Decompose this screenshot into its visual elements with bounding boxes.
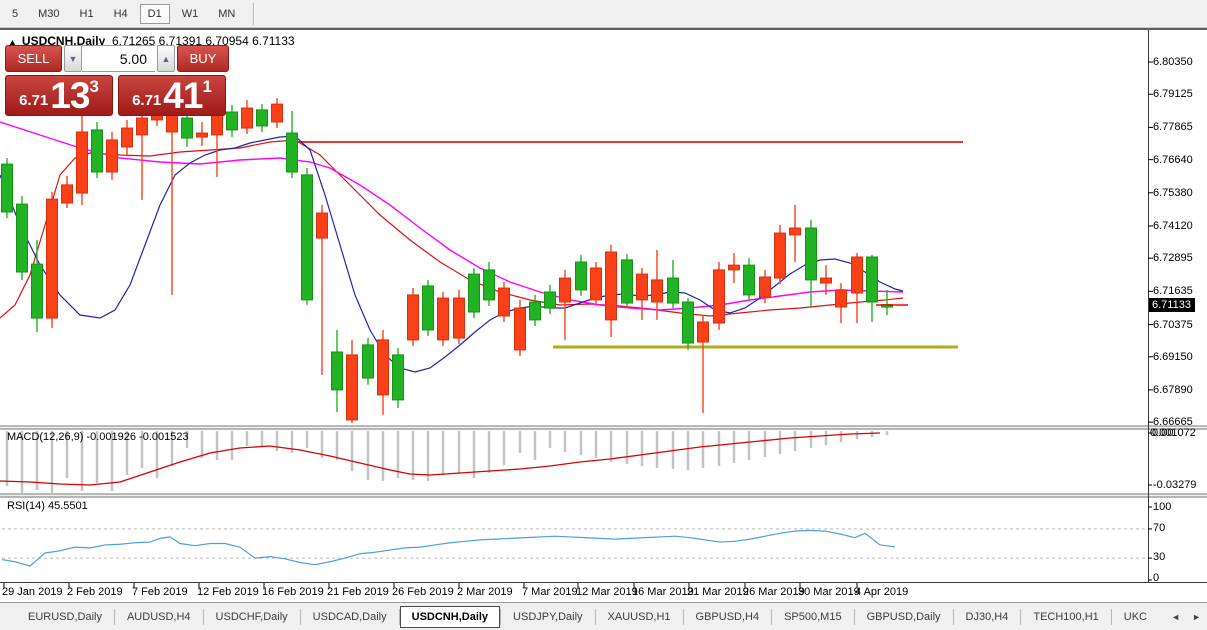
tab-separator	[299, 609, 301, 625]
price-tick-label: 6.75380	[1153, 186, 1193, 199]
macd-indicator-label: MACD(12,26,9) -0.001926 -0.001523	[7, 431, 189, 443]
date-tick-label: 26 Feb 2019	[392, 586, 454, 598]
sell-price-button[interactable]: 6.71 13 3	[5, 75, 113, 116]
chart-tab-dj30[interactable]: DJ30,H4	[965, 611, 1009, 623]
tabs-scroll-right-icon[interactable]: ►	[1192, 612, 1201, 622]
date-tick-label: 12 Mar 2019	[576, 586, 638, 598]
timeframe-button-d1[interactable]: D1	[139, 3, 170, 24]
price-tick-label: 6.77865	[1153, 121, 1193, 134]
timeframe-button-h1[interactable]: H1	[79, 7, 94, 20]
tab-separator	[398, 609, 400, 625]
timeframe-button-5[interactable]: 5	[12, 7, 19, 20]
one-click-trading-panel: SELL ▼ ▲ BUY 6.71 13 3 6.71 41 1	[5, 45, 229, 116]
rsi-level-100: 100	[1153, 501, 1172, 513]
tab-separator	[594, 609, 596, 625]
chart-tab-ukc[interactable]: UKC	[1123, 611, 1147, 623]
rsi-level-30: 30	[1153, 551, 1166, 563]
candlestick-series	[1, 98, 893, 424]
tab-separator	[853, 609, 855, 625]
date-tick-label: 7 Mar 2019	[522, 586, 578, 598]
date-tick-label: 2 Mar 2019	[457, 586, 513, 598]
macd-axis-min: -0.03279	[1153, 479, 1197, 491]
date-tick-label: 16 Mar 2019	[632, 586, 694, 598]
tab-scroll-controls: ◄ ►	[1165, 609, 1207, 625]
rsi-level-70: 70	[1153, 522, 1166, 534]
rsi-indicator-label: RSI(14) 45.5501	[7, 500, 88, 512]
chart-tab-bar: EURUSD,Daily AUDUSD,H4 USDCHF,Daily USDCAD,…	[0, 602, 1207, 630]
price-tick-label: 6.67890	[1153, 383, 1193, 396]
date-tick-label: 26 Mar 2019	[743, 586, 805, 598]
chart-canvas[interactable]	[0, 30, 1207, 602]
date-tick-label: 16 Feb 2019	[262, 586, 324, 598]
buy-price-button[interactable]: 6.71 41 1	[118, 75, 226, 116]
chart-tab-usdchf[interactable]: USDCHF,Daily	[215, 611, 288, 623]
tab-separator	[1110, 609, 1112, 625]
symbol-name: USDCNH,Daily	[21, 34, 106, 48]
tabs-scroll-left-icon[interactable]: ◄	[1171, 612, 1181, 622]
volume-increase-button[interactable]: ▲	[157, 45, 175, 72]
volume-input[interactable]	[82, 45, 155, 72]
collapse-triangle-icon[interactable]: ▲	[8, 37, 17, 47]
sell-button[interactable]: SELL	[5, 45, 62, 72]
date-tick-label: 2 Feb 2019	[67, 586, 123, 598]
sell-price-big: 13	[50, 74, 90, 116]
price-tick-label: 6.71635	[1153, 285, 1193, 298]
chart-window	[0, 28, 1207, 602]
price-tick-label: 6.69150	[1153, 350, 1193, 363]
buy-price-small: 6.71	[132, 92, 162, 109]
chart-tab-tech100[interactable]: TECH100,H1	[1033, 611, 1099, 623]
timeframe-button-h4[interactable]: H4	[113, 7, 128, 20]
date-tick-label: 12 Feb 2019	[197, 586, 259, 598]
ohlc-values: 6.71265 6.71391 6.70954 6.71133	[111, 34, 295, 48]
chart-tab-usdcad[interactable]: USDCAD,Daily	[312, 611, 387, 623]
toolbar-separator	[253, 2, 256, 25]
macd-axis-max: 0.001072	[1150, 427, 1196, 439]
price-tick-label: 6.80350	[1153, 56, 1193, 68]
current-price-tag: 6.71133	[1149, 297, 1195, 312]
tab-separator	[771, 609, 773, 625]
timeframe-button-w1[interactable]: W1	[181, 7, 199, 20]
date-tick-label: 30 Mar 2019	[798, 586, 860, 598]
price-tick-label: 6.79125	[1153, 88, 1193, 101]
date-tick-label: 21 Feb 2019	[327, 586, 389, 598]
tab-separator	[1020, 609, 1022, 625]
sell-price-small: 6.71	[19, 92, 49, 109]
chart-tab-gbpusd[interactable]: GBPUSD,Daily	[866, 611, 941, 623]
date-tick-label: 4 Apr 2019	[855, 586, 909, 598]
price-tick-label: 6.66665	[1153, 416, 1193, 429]
volume-decrease-button[interactable]: ▼	[64, 45, 82, 72]
chart-tab-audusd[interactable]: AUDUSD,H4	[126, 611, 191, 623]
date-tick-label: 21 Mar 2019	[687, 586, 749, 598]
buy-price-big: 41	[163, 74, 203, 116]
tab-separator	[500, 609, 502, 625]
timeframe-toolbar: 5 M30 H1 H4 D1 W1 MN	[0, 0, 1207, 28]
buy-price-sup: 1	[202, 77, 212, 96]
tab-separator	[113, 609, 115, 625]
timeframe-button-mn[interactable]: MN	[218, 7, 236, 20]
sell-price-sup: 3	[89, 77, 99, 96]
chart-tab-usdjpy[interactable]: USDJPY,Daily	[513, 611, 583, 623]
price-tick-label: 6.74120	[1153, 219, 1193, 232]
timeframe-button-m30[interactable]: M30	[38, 7, 60, 20]
chart-tab-gbpusd[interactable]: GBPUSD,H4	[695, 611, 760, 623]
buy-button[interactable]: BUY	[177, 45, 229, 72]
rsi-level-0: 0	[1153, 572, 1160, 584]
macd-axis-zero: 0.00	[1152, 427, 1174, 439]
chart-tab-usdcnh[interactable]: USDCNH,Daily	[399, 606, 501, 628]
price-tick-label: 6.72895	[1153, 252, 1193, 265]
date-tick-label: 29 Jan 2019	[2, 586, 63, 598]
date-tick-label: 7 Feb 2019	[132, 586, 188, 598]
tab-separator	[952, 609, 954, 625]
chart-title: ▲ USDCNH,Daily 6.71265 6.71391 6.70954 6.…	[8, 34, 295, 48]
price-tick-label: 6.70375	[1153, 318, 1193, 331]
price-tick-label: 6.76640	[1153, 153, 1193, 166]
chart-tab-eurusd[interactable]: EURUSD,Daily	[28, 611, 102, 623]
chart-tab-sp500[interactable]: SP500,M15	[784, 611, 842, 623]
chart-tab-xauusd[interactable]: XAUUSD,H1	[607, 611, 671, 623]
tab-separator	[682, 609, 684, 625]
tab-separator	[202, 609, 204, 625]
